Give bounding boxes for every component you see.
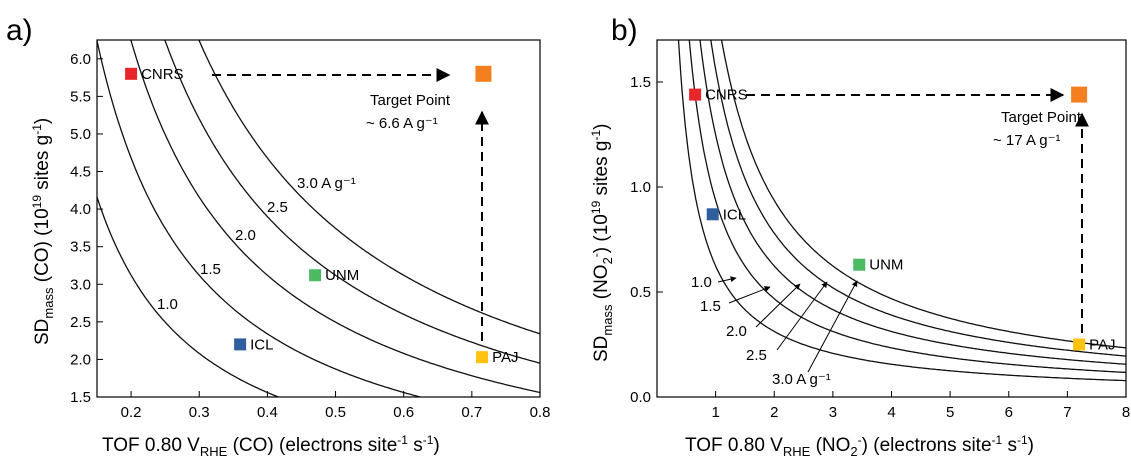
panel-b: b) 1 2 3 4 5 6 7 80.00.51.01.5 1.0 1.5 2.0 2.5 … bbox=[589, 14, 1130, 459]
panel-a-y-tick-label: 5.5 bbox=[70, 88, 91, 105]
panel-b-isoline-5 bbox=[720, 40, 1126, 349]
panel-a-y-tick-label: 2.0 bbox=[70, 351, 91, 368]
panel-a-y-tick-label: 5.0 bbox=[70, 126, 91, 143]
panel-b-x-tick-label: 3 bbox=[829, 404, 837, 421]
panel-b-x-tick-label: 8 bbox=[1122, 404, 1130, 421]
panel-a-y-tick-label: 2.5 bbox=[70, 314, 91, 331]
panel-b-x-axis-title: TOF 0.80 VRHE (NO2-) (electrons site-1 s… bbox=[685, 433, 1034, 459]
panel-a-frame bbox=[96, 39, 541, 398]
panel-b-y-tick-label: 1.0 bbox=[630, 179, 651, 196]
panel-a-letter: a) bbox=[6, 14, 33, 47]
panel-b-point-cnrs bbox=[689, 88, 702, 101]
panel-a-y-tick-label: 1.5 bbox=[70, 389, 91, 406]
panel-a-x-tick-label: 0.8 bbox=[530, 404, 551, 421]
panel-a-point-label-paj: PAJ bbox=[492, 349, 518, 366]
panel-a-y-tick-label: 4.5 bbox=[70, 164, 91, 181]
panel-a-isoline-label-4: 2.5 bbox=[267, 199, 288, 216]
panel-a-point-label-unm: UNM bbox=[325, 267, 359, 284]
panel-b-point-label-cnrs: CNRS bbox=[705, 87, 748, 104]
panel-b-isoline-3 bbox=[699, 40, 1126, 365]
panel-a-x-tick-label: 0.6 bbox=[393, 404, 414, 421]
panel-b-isoline-label-5: 3.0 A g⁻¹ bbox=[772, 371, 831, 388]
panel-a-point-label-icl: ICL bbox=[250, 336, 273, 353]
panel-a-point-icl bbox=[234, 338, 247, 351]
panel-b-isoline-pointer-4 bbox=[776, 281, 828, 351]
panel-b-x-tick-label: 2 bbox=[770, 404, 778, 421]
panel-b-x-tick-label: 5 bbox=[946, 404, 954, 421]
panel-b-points: CNRS ICL UNM PAJ bbox=[689, 86, 1116, 354]
panel-a-x-tick-label: 0.7 bbox=[461, 404, 482, 421]
panel-b-isoline-pointer-3 bbox=[755, 283, 801, 328]
panel-b-frame bbox=[656, 39, 1127, 398]
panel-a-y-tick-label: 3.0 bbox=[70, 276, 91, 293]
panel-a-x-axis-title: TOF 0.80 VRHE (CO) (electrons site-1 s-1… bbox=[102, 433, 440, 459]
panel-a-x-tick-label: 0.3 bbox=[189, 404, 210, 421]
panel-b-x-tick-label: 1 bbox=[711, 404, 719, 421]
panel-b-isolines bbox=[677, 40, 1126, 382]
panel-a-isoline-label-5: 3.0 A g⁻¹ bbox=[297, 175, 356, 192]
panel-b-isoline-label-2: 1.5 bbox=[700, 298, 721, 315]
panel-a-x-tick-label: 0.4 bbox=[257, 404, 278, 421]
panel-b-point-target-point bbox=[1071, 86, 1088, 103]
panel-a-point-paj bbox=[476, 351, 489, 364]
panel-a-ticks: 0.2 0.3 0.4 0.5 0.6 0.7 0.8 1.5 2.0 2.5 3.0 3.5 4.0 4… bbox=[70, 51, 550, 421]
panel-a-point-label-cnrs: CNRS bbox=[141, 66, 184, 83]
panel-b-isoline-pointer-5 bbox=[807, 280, 858, 373]
panel-a-isoline-2 bbox=[97, 40, 423, 397]
panel-b-x-tick-label: 6 bbox=[1005, 404, 1013, 421]
panel-b-y-tick-label: 0.5 bbox=[630, 284, 651, 301]
panel-a-x-tick-label: 0.2 bbox=[121, 404, 142, 421]
panel-b-isoline-2 bbox=[688, 40, 1126, 374]
panel-a-target-label: Target Point bbox=[370, 92, 451, 109]
panel-a-y-tick-label: 4.0 bbox=[70, 201, 91, 218]
panel-a-y-tick-label: 6.0 bbox=[70, 51, 91, 68]
panel-a-point-target-point bbox=[475, 65, 492, 82]
panel-b-isoline-pointer-1 bbox=[717, 276, 737, 283]
panel-b-y-tick-label: 1.5 bbox=[630, 74, 651, 91]
panel-b-point-unm bbox=[853, 258, 866, 271]
panel-a-y-axis-title: SDmass (CO) (1019 sites g-1) bbox=[30, 118, 56, 345]
panel-b-isoline-label-4: 2.5 bbox=[746, 347, 767, 364]
panel-b-isoline-pointer-2 bbox=[728, 286, 771, 304]
panel-b-y-axis-title: SDmass (NO2-) (1019 sites g-1) bbox=[589, 124, 615, 362]
panel-b-point-paj bbox=[1073, 338, 1086, 351]
panel-a-isoline-1 bbox=[97, 196, 281, 397]
panel-b-x-tick-label: 7 bbox=[1063, 404, 1071, 421]
panel-a-isoline-label-1: 1.0 bbox=[157, 296, 178, 313]
panel-a-x-tick-label: 0.5 bbox=[325, 404, 346, 421]
panel-b-isoline-label-3: 2.0 bbox=[726, 323, 747, 340]
panel-b-letter: b) bbox=[611, 14, 638, 47]
panel-a: a) 0.2 0.3 0.4 0.5 0.6 0.7 0.8 1.5 2.0 2.5 3.0 3.5 4… bbox=[6, 14, 550, 459]
panel-b-target-value: ~ 17 A g⁻¹ bbox=[993, 132, 1061, 149]
panel-a-target-value: ~ 6.6 A g⁻¹ bbox=[366, 115, 438, 132]
panel-b-y-tick-label: 0.0 bbox=[630, 389, 651, 406]
panel-b-isoline-4 bbox=[710, 40, 1126, 357]
panel-b-point-label-unm: UNM bbox=[869, 257, 903, 274]
panel-a-isoline-3 bbox=[130, 40, 540, 394]
panel-a-isoline-label-2: 1.5 bbox=[200, 261, 221, 278]
panel-a-isoline-label-3: 2.0 bbox=[235, 227, 256, 244]
panel-b-isoline-1 bbox=[677, 40, 1126, 382]
panel-b-isoline-label-1: 1.0 bbox=[691, 274, 712, 291]
panel-a-point-unm bbox=[309, 269, 322, 282]
panel-b-point-label-paj: PAJ bbox=[1089, 337, 1115, 354]
panel-b-point-icl bbox=[706, 208, 719, 221]
panel-b-ticks: 1 2 3 4 5 6 7 8 0.0 0.5 1.0 1.5 bbox=[630, 74, 1130, 421]
panel-a-point-cnrs bbox=[125, 67, 138, 80]
panel-a-isoline-4 bbox=[164, 40, 540, 364]
panel-b-target-label: Target Point bbox=[1001, 109, 1082, 126]
panel-b-x-tick-label: 4 bbox=[887, 404, 895, 421]
panel-a-y-tick-label: 3.5 bbox=[70, 239, 91, 256]
panel-b-point-label-icl: ICL bbox=[723, 206, 746, 223]
panel-a-points: CNRS UNM ICL PAJ bbox=[125, 65, 518, 366]
